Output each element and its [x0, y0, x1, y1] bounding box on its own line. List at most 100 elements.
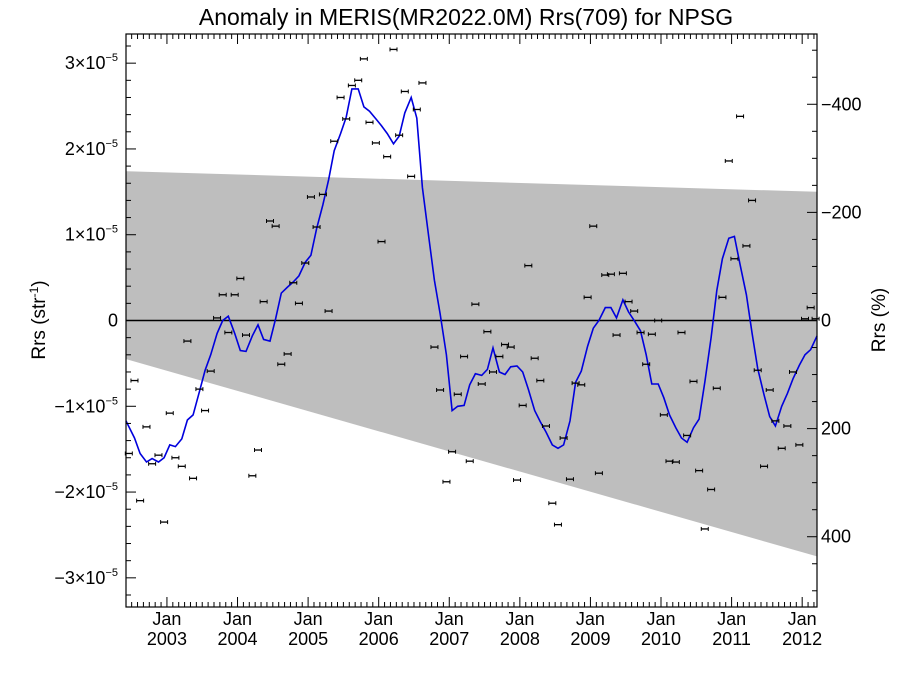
data-point	[642, 362, 651, 367]
data-point	[342, 116, 351, 121]
data-point	[671, 460, 680, 465]
x-tick-year-label: 2010	[641, 629, 681, 649]
data-point	[689, 379, 698, 384]
data-point	[377, 239, 386, 244]
y-tick-label: −2×10−5	[54, 481, 118, 502]
data-point	[654, 318, 663, 323]
y-axis-right-label: Rrs (%)	[869, 288, 890, 352]
data-point	[407, 174, 416, 179]
right-tick-label: 400	[821, 527, 851, 547]
data-point	[465, 459, 474, 464]
data-point	[259, 299, 268, 304]
left-y-axis: 3×10−5 2×10−5 1×10−5 0 −1×10−5 −2×10−5 −3×10−5	[54, 45, 136, 596]
data-point	[312, 225, 321, 230]
data-point	[742, 243, 751, 248]
data-point	[130, 378, 139, 383]
data-point	[224, 330, 233, 335]
data-point	[630, 309, 639, 314]
x-tick-month-label: Jan	[152, 609, 181, 629]
chart-title: Anomaly in MERIS(MR2022.0M) Rrs(709) for…	[199, 4, 733, 30]
right-y-axis: −400 −200 0 200 400	[807, 49, 862, 592]
data-point	[236, 276, 245, 281]
data-point	[389, 47, 398, 52]
y-tick-label: 0	[108, 311, 118, 331]
x-tick-year-label: 2005	[288, 629, 328, 649]
data-point	[724, 158, 733, 163]
data-point	[253, 448, 262, 453]
x-tick-year-label: 2003	[147, 629, 187, 649]
data-point	[448, 449, 457, 454]
data-point	[248, 473, 257, 478]
data-point	[683, 433, 692, 438]
data-point	[612, 333, 621, 338]
data-point	[765, 387, 774, 392]
data-point	[171, 455, 180, 460]
data-point	[518, 403, 527, 408]
data-point	[271, 224, 280, 229]
data-point	[513, 478, 522, 483]
data-point	[218, 292, 227, 297]
data-point	[442, 479, 451, 484]
data-point	[501, 342, 510, 347]
data-point	[324, 309, 333, 314]
y-tick-label: 2×10−5	[65, 138, 118, 159]
data-point	[606, 272, 615, 277]
data-point	[700, 526, 709, 531]
data-point	[359, 56, 368, 61]
data-point	[306, 194, 315, 199]
x-tick-month-label: Jan	[576, 609, 605, 629]
data-point	[436, 387, 445, 392]
data-point	[371, 140, 380, 145]
data-point	[712, 386, 721, 391]
x-tick-month-label: Jan	[505, 609, 534, 629]
y-tick-label: 1×10−5	[65, 224, 118, 245]
data-point	[136, 498, 145, 503]
data-point	[460, 354, 469, 359]
data-point	[647, 332, 656, 337]
x-tick-year-label: 2004	[217, 629, 257, 649]
data-point	[395, 133, 404, 138]
data-point	[659, 412, 668, 417]
monthly-anomaly-points	[124, 47, 820, 531]
data-point	[283, 351, 292, 356]
x-tick-year-label: 2006	[359, 629, 399, 649]
x-tick-year-label: 2008	[500, 629, 540, 649]
x-tick-month-label: Jan	[717, 609, 746, 629]
data-point	[354, 78, 363, 83]
data-point	[718, 295, 727, 300]
data-point	[189, 476, 198, 481]
data-point	[636, 330, 645, 335]
data-point	[277, 362, 286, 367]
x-tick-year-label: 2012	[782, 629, 822, 649]
data-point	[160, 520, 169, 525]
x-tick-month-label: Jan	[646, 609, 675, 629]
data-point	[183, 339, 192, 344]
data-point	[365, 120, 374, 125]
x-tick-month-label: Jan	[364, 609, 393, 629]
data-point	[730, 256, 739, 261]
data-point	[177, 464, 186, 469]
data-point	[430, 345, 439, 350]
data-point	[489, 369, 498, 374]
data-point	[783, 424, 792, 429]
right-tick-label: 200	[821, 419, 851, 439]
data-point	[771, 418, 780, 423]
data-point	[707, 487, 716, 492]
x-tick-month-label: Jan	[294, 609, 323, 629]
x-tick-year-label: 2011	[712, 629, 751, 649]
data-point	[583, 295, 592, 300]
right-tick-label: −400	[821, 94, 862, 114]
data-point	[748, 198, 757, 203]
data-point	[206, 369, 215, 374]
smoothed-line	[125, 88, 818, 464]
data-point	[559, 436, 568, 441]
data-point	[789, 369, 798, 374]
x-tick-month-label: Jan	[223, 609, 252, 629]
data-point	[795, 442, 804, 447]
data-point	[541, 424, 550, 429]
shaded-band	[126, 171, 817, 557]
data-point	[589, 224, 598, 229]
data-point	[565, 477, 574, 482]
x-tick-month-label: Jan	[435, 609, 464, 629]
